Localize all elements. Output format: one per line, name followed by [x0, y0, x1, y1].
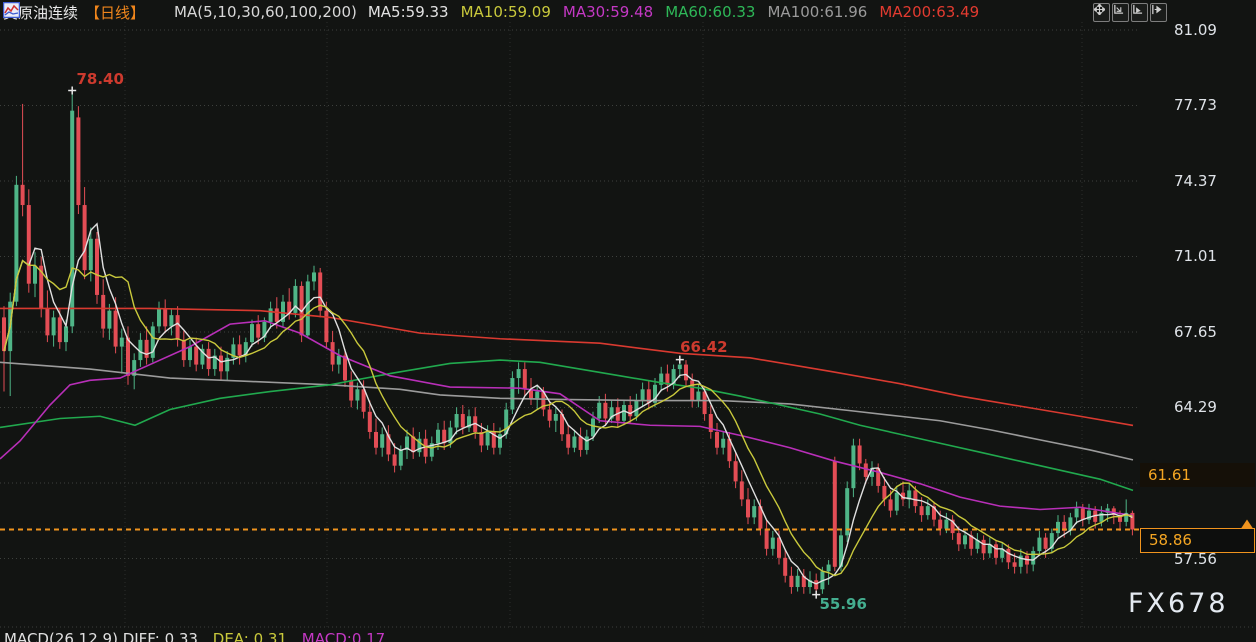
- extreme-price-annotation: 66.42: [680, 337, 728, 356]
- scale-axis-right-button[interactable]: [1131, 3, 1148, 22]
- y-axis-label: 57.56: [1174, 549, 1217, 568]
- ma-value-label: MA60:60.33: [665, 3, 756, 21]
- macd-status-row: MACD(26,12,9) DIFF: 0.33 DEA: 0.31 MACD:…: [4, 630, 395, 642]
- macd-value: MACD:0.17: [301, 630, 386, 642]
- ma-value-label: MA5:59.33: [367, 3, 449, 21]
- dea-value: DEA: 0.31: [212, 630, 288, 642]
- scale-axis-right-icon: [1133, 4, 1143, 14]
- ma-value-label: MA100:61.96: [767, 3, 868, 21]
- macd-diff-value: MACD(26,12,9) DIFF: 0.33: [4, 630, 198, 642]
- current-price-badge: 58.86: [1140, 527, 1255, 553]
- pan-move-button[interactable]: [1093, 3, 1110, 22]
- chart-header: 美原油连续 【日线】 MA(5,10,30,60,100,200) MA5:59…: [3, 2, 979, 22]
- y-axis-label: 81.09: [1174, 21, 1217, 39]
- ma-values: MA5:59.33 MA10:59.09 MA30:59.48 MA60:60.33 M…: [368, 3, 979, 21]
- watermark: FX678: [1128, 588, 1229, 619]
- extreme-price-annotation: 55.96: [819, 594, 867, 613]
- scale-axis-left-icon: [1114, 4, 1124, 14]
- jump-to-latest-button[interactable]: [1150, 3, 1167, 22]
- extreme-price-annotation: 78.40: [76, 70, 124, 89]
- pan-move-icon: [1094, 4, 1105, 15]
- ma-value-label: MA10:59.09: [460, 3, 551, 21]
- y-axis-label: 77.73: [1174, 96, 1217, 115]
- y-axis-label: 64.29: [1174, 398, 1217, 417]
- marked-price-badge: 61.61: [1140, 462, 1255, 487]
- y-axis-label: 74.37: [1174, 171, 1217, 190]
- ma-params: MA(5,10,30,60,100,200): [174, 3, 357, 21]
- scale-axis-left-button[interactable]: [1112, 3, 1129, 22]
- ma-value-label: MA200:63.49: [879, 3, 980, 21]
- y-axis-label: 71.01: [1174, 247, 1217, 266]
- symbol-name[interactable]: 美原油连续: [3, 3, 79, 22]
- y-axis-label: 67.65: [1174, 322, 1217, 341]
- jump-to-latest-icon: [1152, 4, 1162, 15]
- ma-value-label: MA30:59.48: [562, 3, 654, 21]
- period-label[interactable]: 【日线】: [85, 3, 146, 22]
